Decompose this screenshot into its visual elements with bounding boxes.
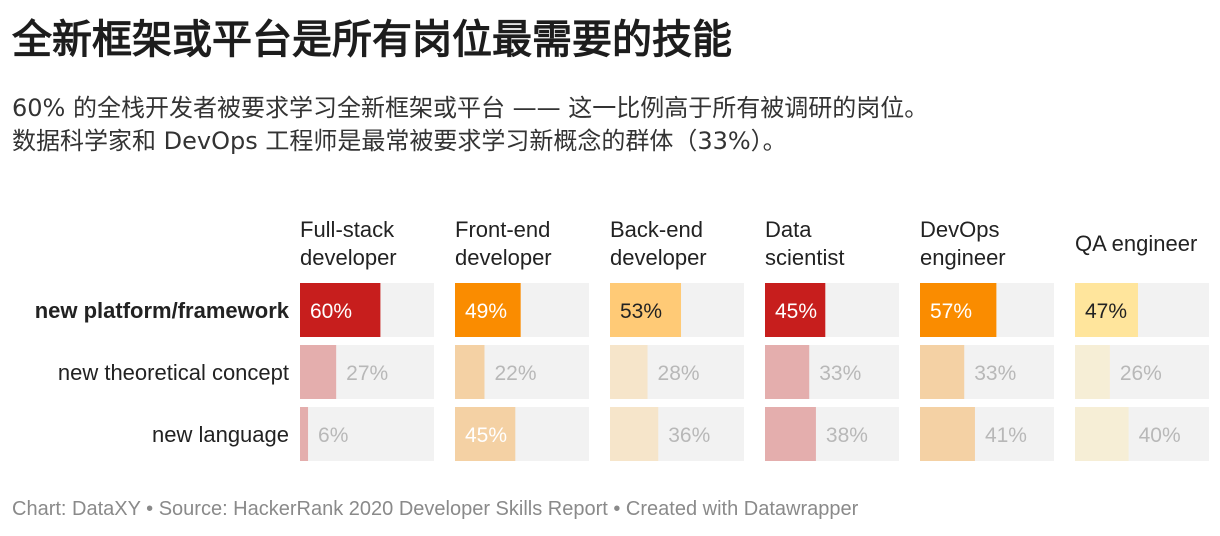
bar: [300, 283, 381, 337]
value-label: 28%: [658, 362, 700, 385]
chart-title: 全新框架或平台是所有岗位最需要的技能: [12, 17, 732, 63]
bar-background: [610, 407, 744, 461]
value-label: 38%: [826, 424, 868, 447]
bar: [455, 407, 516, 461]
bar: [300, 407, 309, 461]
column-header: developer: [300, 245, 397, 270]
bar-background: [455, 345, 589, 399]
bar-background: [765, 407, 899, 461]
bar: [920, 345, 965, 399]
bar: [765, 345, 810, 399]
value-label: 53%: [620, 300, 662, 323]
value-label: 36%: [668, 424, 710, 447]
value-label: 40%: [1139, 424, 1181, 447]
chart-footer: Chart: DataXY • Source: HackerRank 2020 …: [12, 498, 859, 520]
value-label: 45%: [465, 424, 507, 447]
bar: [1075, 407, 1129, 461]
bar-background: [1075, 345, 1209, 399]
subtitle-line-1: 60% 的全栈开发者被要求学习全新框架或平台 —— 这一比例高于所有被调研的岗位…: [12, 94, 929, 122]
subtitle-line-2: 数据科学家和 DevOps 工程师是最常被要求学习新概念的群体（33%）。: [12, 127, 787, 155]
value-label: 41%: [985, 424, 1027, 447]
bar: [920, 283, 997, 337]
bar: [455, 283, 521, 337]
column-header: Data: [765, 217, 812, 242]
chart-subtitle: 60% 的全栈开发者被要求学习全新框架或平台 —— 这一比例高于所有被调研的岗位…: [12, 92, 928, 158]
bar-background: [920, 345, 1054, 399]
row-label: new theoretical concept: [58, 360, 289, 385]
column-header: QA engineer: [1075, 231, 1197, 256]
value-label: 6%: [318, 424, 348, 447]
bar: [300, 345, 337, 399]
value-label: 22%: [494, 362, 536, 385]
value-label: 47%: [1085, 300, 1127, 323]
table-chart: Full-stack developer Front-end developer Bac…: [35, 217, 1209, 461]
bar: [610, 283, 682, 337]
value-label: 27%: [346, 362, 388, 385]
value-label: 49%: [465, 300, 507, 323]
value-label: 26%: [1120, 362, 1162, 385]
value-label: 45%: [775, 300, 817, 323]
bar: [1075, 345, 1110, 399]
column-header: engineer: [920, 245, 1006, 270]
bar: [610, 407, 659, 461]
value-label: 33%: [819, 362, 861, 385]
value-label: 33%: [974, 362, 1016, 385]
column-header: developer: [610, 245, 707, 270]
bar-background: [610, 345, 744, 399]
bar: [765, 283, 826, 337]
bar: [920, 407, 975, 461]
bar-background: [920, 407, 1054, 461]
bar: [455, 345, 485, 399]
bar-background: [765, 345, 899, 399]
bar-background: [1075, 407, 1209, 461]
column-header: developer: [455, 245, 552, 270]
column-header: Back-end: [610, 217, 703, 242]
column-header: scientist: [765, 245, 844, 270]
row-label: new platform/framework: [35, 298, 290, 323]
bar-background: [300, 407, 434, 461]
value-label: 57%: [930, 300, 972, 323]
value-label: 60%: [310, 300, 352, 323]
bar-background: [455, 407, 589, 461]
bar: [1075, 283, 1138, 337]
bar: [765, 407, 816, 461]
column-header: Front-end: [455, 217, 550, 242]
column-header: DevOps: [920, 217, 999, 242]
row-label: new language: [152, 422, 289, 447]
bar: [610, 345, 648, 399]
column-header: Full-stack: [300, 217, 395, 242]
bar-background: [300, 345, 434, 399]
